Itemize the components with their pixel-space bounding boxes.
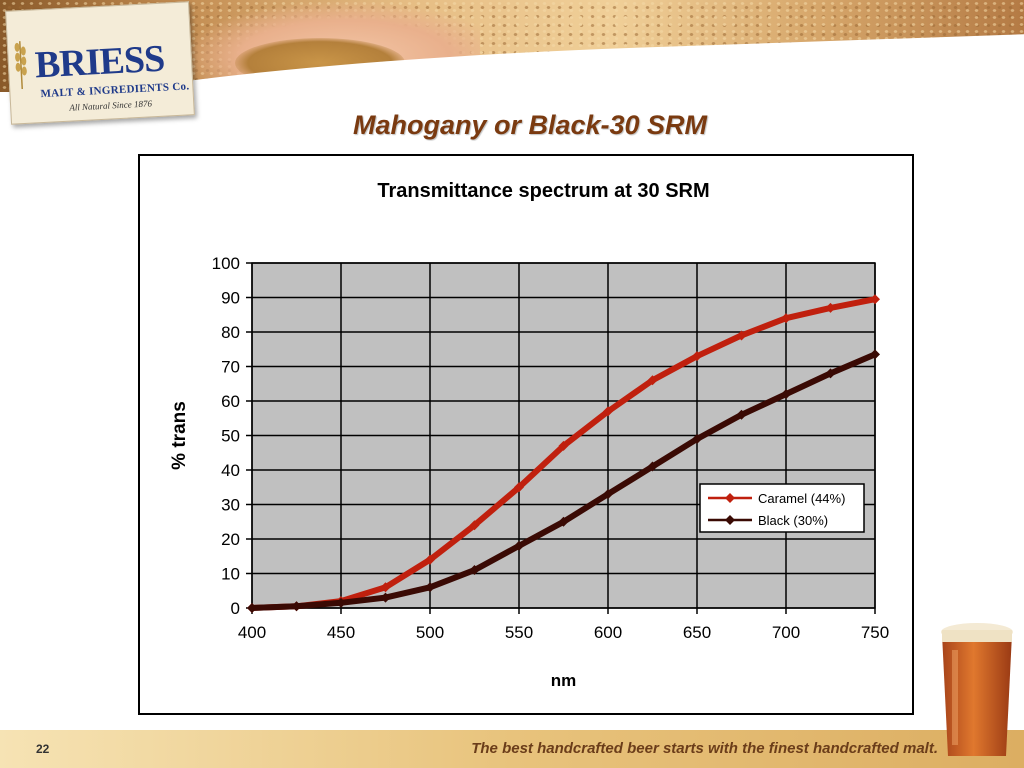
y-tick-label: 30 <box>221 496 240 515</box>
data-point <box>469 565 480 576</box>
logo-name: BRIESS <box>33 37 166 87</box>
data-point <box>736 330 747 341</box>
data-point <box>514 540 524 551</box>
data-point <box>736 409 747 420</box>
wheat-icon <box>14 41 27 90</box>
page-number: 22 <box>36 742 50 756</box>
y-tick-label: 20 <box>221 530 240 549</box>
data-point <box>603 489 613 500</box>
data-point <box>514 482 524 493</box>
y-tick-label: 90 <box>221 289 240 308</box>
y-tick-label: 0 <box>231 599 240 618</box>
y-tick-label: 80 <box>221 323 240 342</box>
footer-tagline: The best handcrafted beer starts with th… <box>471 740 938 757</box>
y-tick-label: 50 <box>221 427 240 446</box>
legend-marker-icon <box>725 515 735 525</box>
y-axis-label: % trans <box>169 401 190 470</box>
y-tick-label: 60 <box>221 392 240 411</box>
chart-frame: 0 10 20 30 40 50 60 70 80 90 100 400 450 500 550 600 650… <box>138 154 914 715</box>
data-point <box>425 582 435 593</box>
transmittance-chart: 0 10 20 30 40 50 60 70 80 90 100 400 450 500 550 600 650… <box>169 180 889 690</box>
x-tick-label: 500 <box>416 623 444 642</box>
legend-label: Caramel (44%) <box>758 491 845 506</box>
x-axis-label: nm <box>551 671 577 690</box>
x-tick-label: 450 <box>327 623 355 642</box>
slide-title: Mahogany or Black-30 SRM <box>352 110 708 140</box>
footer-bar <box>0 730 1024 768</box>
x-tick-label: 400 <box>238 623 266 642</box>
x-tick-label: 700 <box>772 623 800 642</box>
data-point <box>647 375 658 386</box>
data-point <box>469 520 480 531</box>
beer-glass-image <box>941 623 1013 756</box>
legend-label: Black (30%) <box>758 513 828 528</box>
x-tick-label: 750 <box>861 623 889 642</box>
data-point <box>380 582 391 593</box>
data-point <box>558 516 569 527</box>
data-point <box>825 368 836 379</box>
y-tick-label: 40 <box>221 461 240 480</box>
data-point <box>425 554 435 565</box>
legend-marker-icon <box>725 493 735 503</box>
briess-logo: BRIESS MALT & INGREDIENTS Co. All Natura… <box>5 1 195 125</box>
x-tick-label: 550 <box>505 623 533 642</box>
data-point <box>870 349 880 360</box>
data-point <box>781 389 791 400</box>
x-tick-label: 600 <box>594 623 622 642</box>
data-point <box>692 351 702 362</box>
data-point <box>291 601 302 612</box>
y-tick-label: 70 <box>221 358 240 377</box>
x-tick-label: 650 <box>683 623 711 642</box>
data-point <box>603 406 613 417</box>
data-point <box>870 294 880 305</box>
y-tick-label: 100 <box>212 254 240 273</box>
data-point <box>692 433 702 444</box>
legend-box <box>699 483 865 533</box>
chart-title: Transmittance spectrum at 30 SRM <box>377 180 709 202</box>
data-point <box>336 597 346 608</box>
data-point <box>558 440 569 451</box>
data-point <box>781 313 791 324</box>
data-point <box>247 603 257 613</box>
data-point <box>825 302 836 313</box>
data-point <box>380 592 391 603</box>
y-tick-label: 10 <box>221 565 240 584</box>
data-point <box>647 461 658 472</box>
